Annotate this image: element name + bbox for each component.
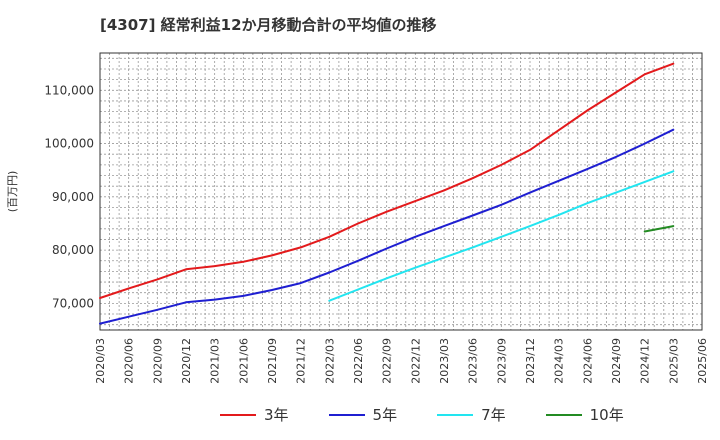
x-tick-label: 2021/12 — [295, 338, 308, 384]
x-tick-label: 2025/06 — [696, 338, 709, 384]
x-tick-label: 2022/03 — [323, 338, 336, 384]
x-tick-label: 2024/09 — [610, 338, 623, 384]
legend-swatch-10y — [545, 413, 582, 416]
y-tick-label: 90,000 — [52, 190, 94, 204]
y-tick-label: 70,000 — [52, 296, 94, 310]
x-tick-label: 2020/06 — [123, 338, 136, 384]
y-tick-label: 110,000 — [44, 83, 94, 97]
legend-label-7y: 7年 — [481, 406, 506, 424]
legend-label-3y: 3年 — [264, 406, 289, 424]
legend-item-3y: 3年 — [220, 404, 289, 425]
x-tick-label: 2021/06 — [237, 338, 250, 384]
legend-label-10y: 10年 — [589, 406, 624, 424]
plot-frame — [99, 52, 703, 331]
x-tick-label: 2022/06 — [352, 338, 365, 384]
chart-legend: 3年 5年 7年 10年 — [220, 404, 664, 425]
x-tick-label: 2023/12 — [524, 338, 537, 384]
y-tick-label: 100,000 — [44, 137, 94, 151]
legend-item-10y: 10年 — [545, 404, 624, 425]
series-line-3 — [643, 225, 675, 233]
legend-label-5y: 5年 — [372, 406, 398, 424]
legend-item-5y: 5年 — [328, 404, 398, 425]
legend-swatch-3y — [220, 413, 256, 416]
x-tick-label: 2024/06 — [581, 338, 594, 384]
x-tick-label: 2023/09 — [495, 338, 508, 384]
series-line-0 — [99, 62, 675, 299]
legend-swatch-5y — [328, 413, 365, 416]
x-tick-label: 2021/03 — [209, 338, 222, 384]
x-tick-label: 2024/12 — [639, 338, 652, 384]
series-line-1 — [99, 128, 675, 325]
x-tick-label: 2021/09 — [266, 338, 279, 384]
x-tick-label: 2022/09 — [381, 338, 394, 384]
x-tick-label: 2024/03 — [553, 338, 566, 384]
x-tick-label: 2023/06 — [467, 338, 480, 384]
plot-area — [100, 53, 702, 330]
x-tick-label: 2020/03 — [94, 338, 107, 384]
x-tick-label: 2022/12 — [409, 338, 422, 384]
y-axis-label: (百万円) — [6, 171, 19, 213]
y-tick-label: 80,000 — [52, 243, 94, 257]
series-line-2 — [328, 170, 675, 302]
x-tick-label: 2023/03 — [438, 338, 451, 384]
legend-swatch-7y — [437, 413, 474, 416]
legend-item-7y: 7年 — [437, 404, 506, 425]
chart-title: [4307] 経常利益12か月移動合計の平均値の推移 — [100, 16, 437, 34]
x-tick-label: 2020/09 — [151, 338, 164, 384]
x-tick-label: 2020/12 — [180, 338, 193, 384]
x-tick-label: 2025/03 — [667, 338, 680, 384]
